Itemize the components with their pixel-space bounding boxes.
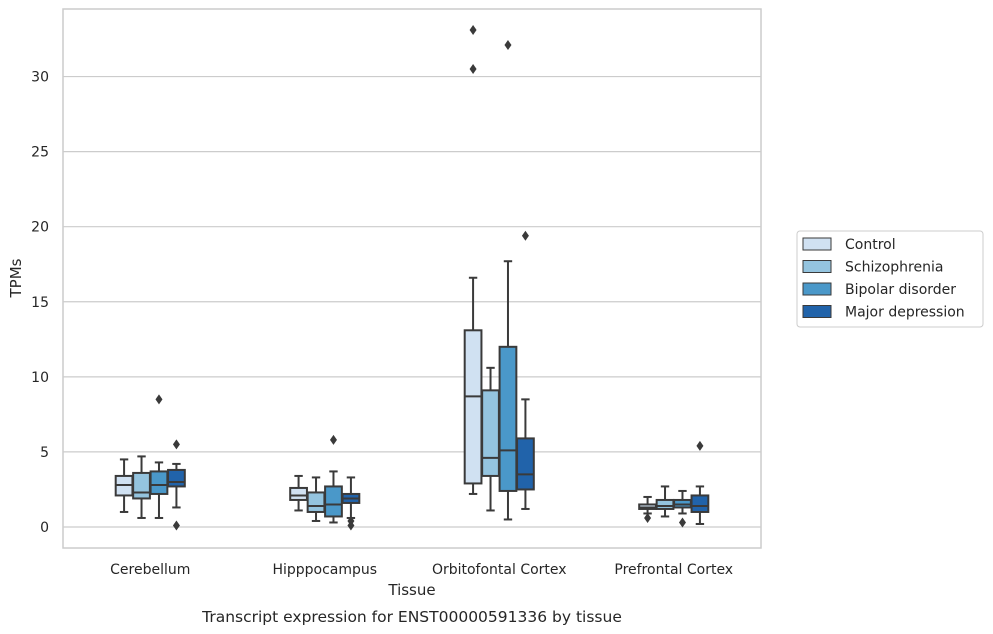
outlier-point	[504, 40, 512, 51]
outlier-point	[678, 517, 686, 528]
y-tick-label: 10	[31, 370, 49, 386]
box-body	[498, 345, 518, 492]
box-bipolar-disorder	[498, 40, 518, 521]
box-schizophrenia	[481, 366, 500, 512]
box-control	[463, 25, 483, 495]
legend-frame	[796, 230, 984, 328]
outlier-point	[469, 64, 477, 75]
x-tick-label: Hipppocampus	[272, 562, 377, 578]
outlier-point	[521, 230, 529, 241]
outlier-point	[155, 394, 163, 405]
box-control	[114, 458, 134, 513]
x-tick-label: Orbitofontal Cortex	[432, 562, 567, 578]
box-body	[324, 485, 343, 518]
box-body	[132, 471, 151, 500]
box-body	[655, 498, 675, 510]
legend-swatch	[802, 237, 832, 251]
box-major-depression	[690, 440, 710, 525]
box-schizophrenia	[306, 476, 326, 522]
y-tick-labels: 0 5 10 15 20 25 30	[31, 70, 49, 536]
outlier-point	[172, 439, 180, 450]
box-body	[167, 468, 186, 488]
y-axis-label: TPMs	[7, 258, 25, 298]
y-tick-label: 0	[40, 520, 49, 536]
legend-swatch	[802, 305, 832, 318]
box-control	[289, 474, 308, 512]
y-tick-label: 25	[31, 145, 49, 161]
outlier-point	[644, 512, 652, 523]
outlier-point	[172, 520, 180, 531]
box-major-depression	[167, 439, 186, 531]
box-bipolar-disorder	[149, 394, 169, 519]
legend-label: Bipolar disorder	[845, 282, 956, 298]
legend: Control Schizophrenia Bipolar disorder Majo…	[796, 230, 984, 328]
box-schizophrenia	[132, 455, 151, 519]
box-major-depression	[516, 230, 535, 510]
x-axis-label: Tissue	[387, 581, 435, 599]
y-tick-label: 15	[31, 295, 49, 311]
box-body	[516, 437, 535, 491]
box-body	[481, 389, 500, 477]
x-tick-label: Cerebellum	[110, 562, 190, 578]
box-groups	[114, 25, 710, 531]
box-body	[149, 470, 169, 495]
box-bipolar-disorder	[324, 434, 343, 524]
outlier-point	[347, 520, 355, 531]
outlier-point	[329, 434, 337, 445]
box-body	[463, 329, 483, 485]
x-tick-label: Prefrontal Cortex	[614, 562, 733, 578]
grid-lines	[63, 75, 761, 528]
legend-label: Major depression	[845, 305, 965, 321]
legend-swatch	[802, 260, 832, 273]
outlier-point	[469, 25, 477, 36]
box-body	[306, 491, 326, 513]
box-major-depression	[341, 476, 361, 531]
plot-frame	[62, 8, 762, 549]
legend-swatch	[802, 282, 832, 296]
box-schizophrenia	[655, 485, 675, 518]
outlier-point	[696, 440, 704, 451]
chart-caption: Transcript expression for ENST0000059133…	[201, 608, 622, 626]
y-tick-label: 5	[40, 445, 49, 461]
box-bipolar-disorder	[673, 489, 692, 528]
legend-label: Schizophrenia	[845, 260, 943, 276]
legend-label: Control	[845, 237, 896, 253]
box-control	[638, 495, 657, 523]
x-tick-labels: Cerebellum Hipppocampus Orbitofontal Corte…	[110, 562, 733, 578]
box-body	[690, 494, 710, 513]
box-body	[289, 486, 308, 501]
y-tick-label: 30	[31, 70, 49, 86]
y-tick-label: 20	[31, 220, 49, 236]
